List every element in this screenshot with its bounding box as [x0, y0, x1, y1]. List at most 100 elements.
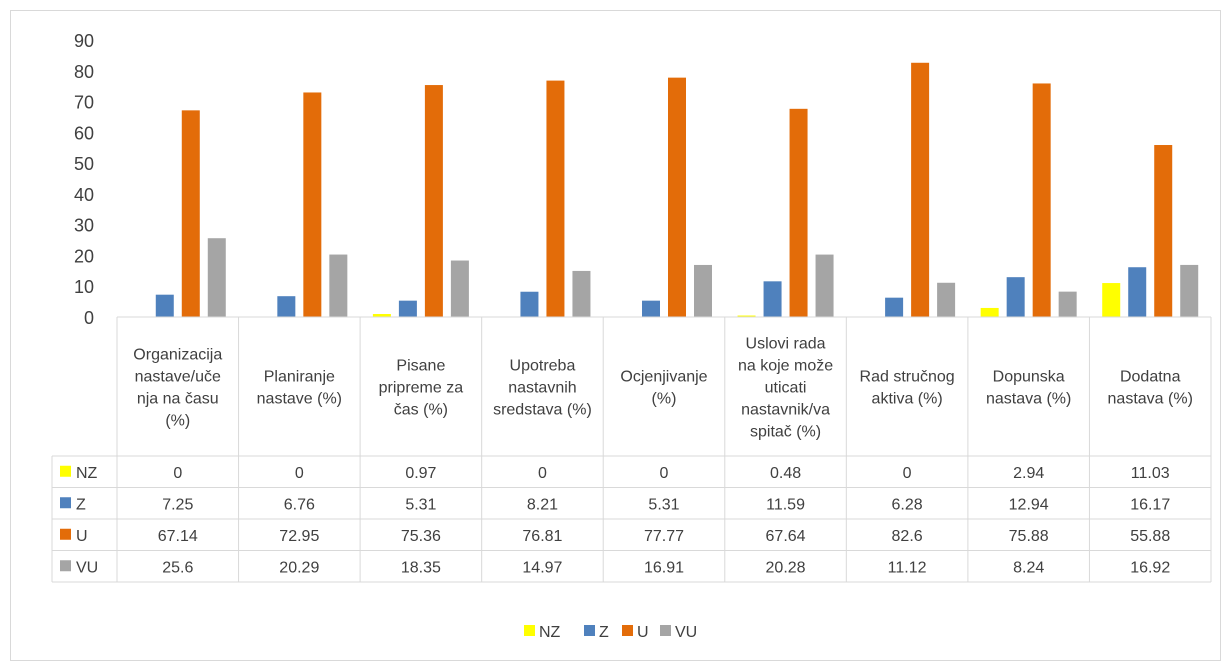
bar-nz-8: [1102, 283, 1121, 317]
bar-vu-8: [1180, 264, 1199, 317]
data-value: 11.03: [1131, 465, 1170, 482]
legend-swatch-z: [584, 625, 595, 636]
data-value: 0.97: [405, 465, 436, 482]
series-name: U: [76, 528, 88, 545]
y-tick-label: 0: [84, 308, 94, 328]
data-value: 20.28: [766, 559, 806, 576]
legend-swatch-nz: [524, 625, 535, 636]
data-value: 0: [173, 465, 182, 482]
data-value: 75.88: [1009, 528, 1049, 545]
bar-z-7: [1006, 277, 1025, 317]
y-tick-label: 40: [74, 185, 94, 205]
data-value: 8.24: [1013, 559, 1044, 576]
data-value: 0: [660, 465, 669, 482]
data-value: 67.64: [766, 528, 806, 545]
bar-z-0: [155, 294, 174, 317]
data-value: 16.17: [1130, 496, 1170, 513]
legend-key-nz: [60, 465, 71, 477]
data-value: 16.92: [1130, 559, 1170, 576]
data-value: 5.31: [648, 496, 679, 513]
data-value: 5.31: [405, 496, 436, 513]
legend-key-z: [60, 497, 71, 509]
y-tick-label: 80: [74, 62, 94, 82]
bar-vu-6: [937, 282, 956, 317]
legend-key-vu: [60, 560, 71, 572]
legend-label: NZ: [539, 624, 561, 641]
bar-vu-3: [572, 270, 591, 317]
data-value: 76.81: [522, 528, 562, 545]
bar-z-8: [1128, 267, 1147, 317]
legend-label: Z: [599, 624, 609, 641]
bar-z-2: [398, 300, 417, 317]
legend-label: U: [637, 624, 649, 641]
bar-nz-2: [372, 314, 391, 317]
bar-u-4: [668, 77, 686, 317]
category-label: Ocjenjivanje (%): [620, 369, 707, 408]
data-value: 67.14: [158, 528, 198, 545]
legend-key-u: [60, 528, 71, 540]
bar-u-0: [181, 110, 200, 317]
data-value: 2.94: [1013, 465, 1044, 482]
bar-u-6: [911, 62, 930, 317]
bar-z-4: [642, 300, 660, 317]
data-value: 77.77: [644, 528, 684, 545]
data-value: 6.76: [284, 496, 315, 513]
legend-label: VU: [675, 624, 697, 641]
y-tick-label: 30: [74, 216, 94, 236]
bar-vu-4: [694, 264, 712, 317]
legend-swatch-u: [622, 625, 633, 636]
data-value: 55.88: [1130, 528, 1170, 545]
series-name: VU: [76, 559, 98, 576]
bar-nz-5: [737, 315, 756, 317]
bar-vu-2: [450, 260, 469, 317]
bar-z-3: [520, 291, 539, 317]
bar-vu-0: [207, 238, 226, 317]
bar-u-1: [303, 92, 322, 318]
y-tick-label: 10: [74, 277, 94, 297]
bar-nz-7: [980, 307, 999, 317]
bar-vu-7: [1058, 291, 1077, 317]
y-tick-label: 70: [74, 93, 94, 113]
bar-u-8: [1154, 145, 1173, 317]
data-value: 0.48: [770, 465, 801, 482]
y-tick-label: 60: [74, 123, 94, 143]
data-value: 16.91: [644, 559, 684, 576]
data-value: 12.94: [1009, 496, 1049, 513]
bar-z-6: [885, 297, 904, 317]
data-value: 11.12: [888, 559, 927, 576]
chart-frame: [10, 10, 1221, 661]
data-value: 14.97: [522, 559, 562, 576]
data-value: 18.35: [401, 559, 441, 576]
bar-vu-1: [329, 254, 348, 317]
data-value: 6.28: [892, 496, 923, 513]
bar-u-2: [424, 85, 443, 317]
data-value: 0: [903, 465, 912, 482]
data-value: 20.29: [279, 559, 319, 576]
data-value: 72.95: [279, 528, 319, 545]
category-label: Uslovi rada na koje može uticati nastavnik/…: [738, 336, 833, 441]
category-label: Upotreba nastavnih sredstava (%): [493, 358, 592, 419]
data-value: 25.6: [162, 559, 193, 576]
series-name: NZ: [76, 465, 98, 482]
data-value: 75.36: [401, 528, 441, 545]
y-tick-label: 20: [74, 246, 94, 266]
category-label: Planiranje nastave (%): [257, 369, 342, 408]
bar-z-1: [277, 296, 296, 317]
bar-z-5: [763, 281, 782, 317]
data-value: 82.6: [892, 528, 923, 545]
category-label: Organizacija nastave/uče nja na času (%): [133, 347, 222, 430]
y-tick-label: 50: [74, 154, 94, 174]
bar-vu-5: [815, 254, 834, 317]
data-value: 8.21: [527, 496, 558, 513]
series-name: Z: [76, 496, 86, 513]
category-label: Pisane pripreme za čas (%): [379, 358, 464, 419]
bar-u-5: [789, 108, 808, 317]
category-label: Dodatna nastava (%): [1108, 369, 1193, 408]
legend-swatch-vu: [660, 625, 671, 636]
bar-u-3: [546, 80, 565, 317]
data-value: 0: [538, 465, 547, 482]
category-label: Dopunska nastava (%): [986, 369, 1071, 408]
data-value: 0: [295, 465, 304, 482]
y-tick-label: 90: [74, 31, 94, 51]
